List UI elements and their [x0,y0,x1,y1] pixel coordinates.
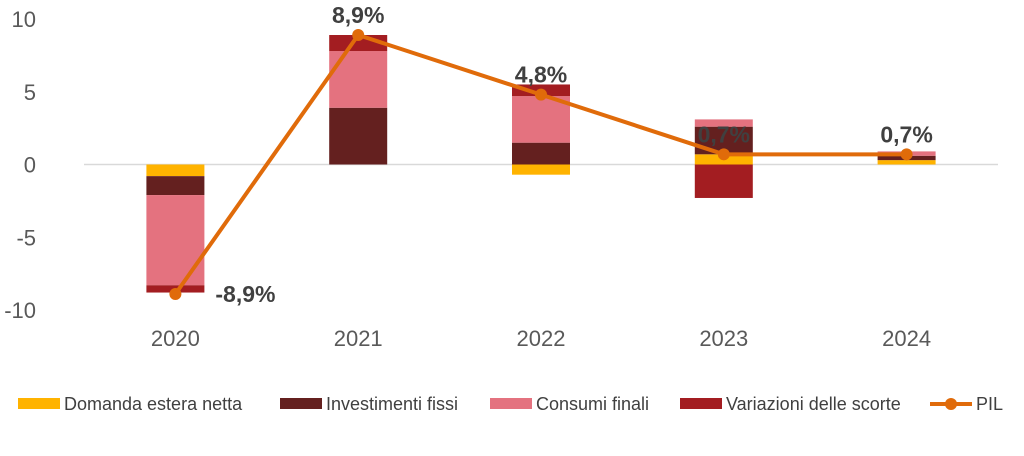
pil-point-2021 [352,29,365,42]
legend-swatch [18,398,60,409]
pil-point-2022 [535,88,547,101]
x-tick-label: 2024 [882,326,931,351]
legend-swatch [680,398,722,409]
bar-consumi-finali-2023 [694,119,753,127]
legend-label: Consumi finali [536,394,649,414]
pil-point-2023 [717,148,730,161]
y-tick-label: 5 [24,80,36,105]
stacked-bars [146,35,936,293]
legend-label: Variazioni delle scorte [726,394,901,414]
pil-data-label: 4,8% [515,62,567,88]
pil-data-label: 0,7% [698,121,750,147]
pil-data-label: 0,7% [880,121,932,147]
bar-domanda-estera-netta-2022 [512,164,570,175]
y-axis: 10 5 0 -5 -10 [4,7,36,323]
bar-investimenti-fissi-2021 [329,107,388,165]
y-tick-label: 10 [12,7,36,32]
bar-domanda-estera-netta-2024 [877,160,936,165]
bar-consumi-finali-2021 [329,51,388,108]
legend-label: Domanda estera netta [64,394,243,414]
x-tick-label: 2023 [699,326,748,351]
legend-line-marker [945,398,957,410]
y-tick-label: -10 [4,298,36,323]
x-tick-label: 2021 [334,326,383,351]
legend: Domanda estera netta Investimenti fissi Co… [18,394,1003,414]
bar-variazioni-delle-scorte-2023 [694,164,753,198]
y-tick-label: 0 [24,153,36,178]
pil-data-label: -8,9% [215,281,275,307]
pil-point-2024 [900,148,913,161]
y-tick-label: -5 [16,225,36,250]
pil-point-2020 [169,287,182,300]
legend-label: PIL [976,394,1003,414]
pil-series: -8,9% 8,9% 4,8% 0,7% 0,7% [169,2,933,307]
bar-investimenti-fissi-2020 [146,176,205,196]
legend-label: Investimenti fissi [326,394,458,414]
x-axis: 2020 2021 2022 2023 2024 [151,326,931,351]
pil-data-label: 8,9% [332,2,384,28]
x-tick-label: 2020 [151,326,200,351]
bar-consumi-finali-2020 [146,195,205,286]
bar-investimenti-fissi-2022 [512,142,570,165]
legend-swatch [490,398,532,409]
legend-swatch [280,398,322,409]
bar-consumi-finali-2022 [512,96,570,143]
x-tick-label: 2022 [517,326,566,351]
bar-domanda-estera-netta-2020 [146,164,205,177]
